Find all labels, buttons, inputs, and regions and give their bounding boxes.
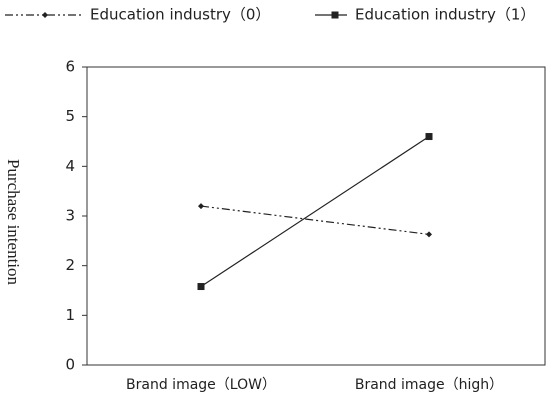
y-tick-label: 0 xyxy=(65,356,75,374)
series-line xyxy=(200,205,430,235)
x-tick-label: Brand image（high） xyxy=(355,377,503,393)
marker xyxy=(426,231,432,238)
y-tick-label: 4 xyxy=(65,157,75,175)
y-tick-label: 5 xyxy=(65,107,75,125)
marker xyxy=(425,133,433,141)
legend-label: Education industry（0） xyxy=(90,6,270,24)
plot-frame xyxy=(86,66,546,366)
marker xyxy=(331,11,339,19)
y-axis-title: Purchase intention xyxy=(4,159,23,286)
y-tick-label: 2 xyxy=(65,256,75,274)
y-tick-label: 1 xyxy=(65,306,75,324)
y-tick-label: 3 xyxy=(65,207,75,225)
x-tick-label: Brand image（LOW） xyxy=(126,377,276,393)
y-tick-label: 6 xyxy=(65,58,75,76)
series-line xyxy=(200,136,430,288)
marker xyxy=(42,12,48,18)
marker xyxy=(197,283,205,291)
marker xyxy=(198,203,204,210)
legend-label: Education industry（1） xyxy=(355,6,535,24)
